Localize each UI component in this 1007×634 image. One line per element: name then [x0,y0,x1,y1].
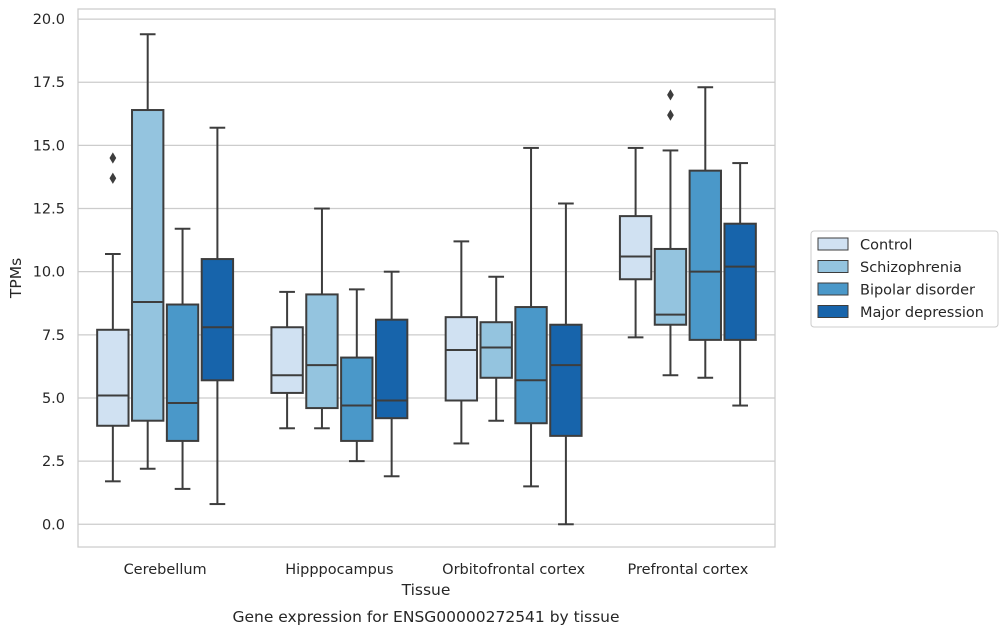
y-tick-label: 17.5 [33,75,65,91]
box-iqr [549,323,583,437]
outlier-point [667,89,674,101]
legend-swatch [817,305,849,318]
box-major-depression [549,202,583,526]
legend: Control Schizophrenia Bipolar disorder Majo… [810,230,999,328]
y-axis-label: TPMs [7,258,25,299]
legend-frame [810,230,999,328]
box-major-depression [200,126,235,506]
x-axis-ticks: Cerebellum Hipppocampus Orbitofrontal cort… [124,562,749,578]
box-iqr [618,215,653,281]
legend-label: Bipolar disorder [860,283,975,299]
box-iqr [653,247,688,326]
box-iqr [723,222,757,341]
box-schizophrenia [131,33,165,470]
legend-label: Major depression [860,305,984,321]
box-major-depression [723,162,757,407]
box-schizophrenia [305,207,339,430]
box-iqr [305,293,339,410]
x-axis-label: Tissue [401,581,451,599]
box-schizophrenia [653,89,688,377]
legend-swatch [817,260,849,273]
box-iqr [165,303,200,442]
y-tick-label: 2.5 [42,454,65,470]
x-tick-label: Hipppocampus [285,562,393,578]
plot-frame [77,8,776,548]
box-bipolar-disorder [340,288,374,463]
outlier-point [667,109,674,121]
x-tick-label: Orbitofrontal cortex [442,562,585,578]
box-bipolar-disorder [165,227,200,490]
box-iqr [479,321,513,379]
y-tick-label: 20.0 [33,12,65,28]
y-tick-label: 10.0 [33,265,65,281]
y-tick-label: 12.5 [33,202,65,218]
box-iqr [96,328,130,427]
legend-label: Schizophrenia [860,260,962,276]
box-bipolar-disorder [688,86,722,379]
y-tick-label: 7.5 [42,328,65,344]
box-iqr [444,316,479,402]
box-iqr [688,169,722,341]
box-series [96,33,757,526]
box-control [96,152,130,483]
box-iqr [270,326,304,394]
y-tick-label: 5.0 [42,391,65,407]
y-tick-label: 15.0 [33,138,65,154]
legend-label: Control [860,238,912,254]
figure-caption: Gene expression for ENSG00000272541 by t… [232,608,619,626]
box-schizophrenia [479,275,513,422]
y-tick-label: 0.0 [42,517,65,533]
box-iqr [374,318,409,420]
box-iqr [131,109,165,422]
box-major-depression [374,270,409,478]
legend-swatch [817,282,849,296]
box-iqr [200,258,235,382]
x-tick-label: Cerebellum [124,562,207,578]
legend-swatch [817,237,849,251]
box-iqr [340,356,374,442]
outlier-point [109,152,117,164]
outlier-point [109,172,117,184]
box-iqr [514,306,548,425]
box-bipolar-disorder [514,146,548,488]
box-control [270,290,304,430]
box-control [618,146,653,339]
y-axis-ticks: 0.0 2.5 5.0 7.5 10.0 12.5 15.0 17.5 20.0 [33,12,65,533]
box-control [444,240,479,445]
x-tick-label: Prefrontal cortex [627,562,748,578]
